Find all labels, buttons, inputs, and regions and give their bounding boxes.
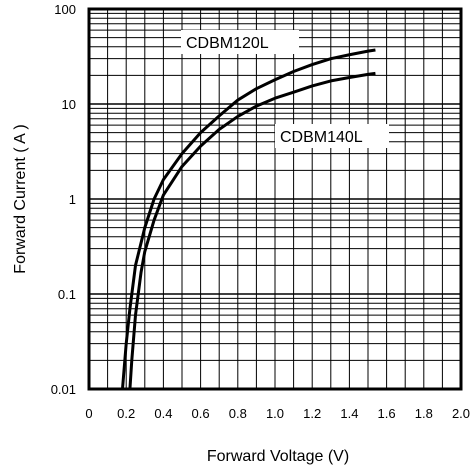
y-tick-label: 10 [62, 97, 76, 112]
grid [89, 9, 461, 390]
x-tick-label: 0 [85, 406, 92, 421]
x-tick-label: 1.0 [266, 406, 284, 421]
series-label-bg-cdbm140l [275, 124, 389, 148]
x-tick-label: 0.2 [117, 406, 135, 421]
series-line-cdbm120l [120, 48, 376, 390]
y-tick-label: 0.1 [58, 287, 76, 302]
x-axis-title: Forward Voltage (V) [207, 448, 349, 465]
x-tick-label: 1.8 [415, 406, 433, 421]
x-tick-label: 0.8 [229, 406, 247, 421]
x-tick-label: 0.4 [154, 406, 172, 421]
y-tick-label: 0.01 [51, 382, 76, 397]
series-label-cdbm140l: CDBM140L [280, 129, 363, 146]
series-labels: CDBM120L CDBM140L [181, 30, 389, 148]
x-tick-label: 1.2 [303, 406, 321, 421]
x-tick-label: 0.6 [192, 406, 210, 421]
x-tick-label: 1.4 [340, 406, 358, 421]
y-tick-labels: 0.01 0.1 1 10 100 [51, 2, 76, 397]
y-tick-label: 100 [54, 2, 76, 17]
series-line-cdbm140l [128, 71, 376, 390]
series-layer [120, 48, 376, 390]
plot-frame [87, 7, 463, 391]
x-tick-label: 1.6 [378, 406, 396, 421]
y-axis-title: Forward Current ( A ) [12, 124, 29, 273]
series-label-bg-cdbm120l [181, 30, 299, 54]
x-tick-labels: 0 0.2 0.4 0.6 0.8 1.0 1.2 1.4 1.6 1.8 2.0 [85, 406, 470, 421]
series-label-cdbm120l: CDBM120L [186, 35, 269, 52]
y-tick-label: 1 [69, 192, 76, 207]
x-tick-label: 2.0 [452, 406, 470, 421]
